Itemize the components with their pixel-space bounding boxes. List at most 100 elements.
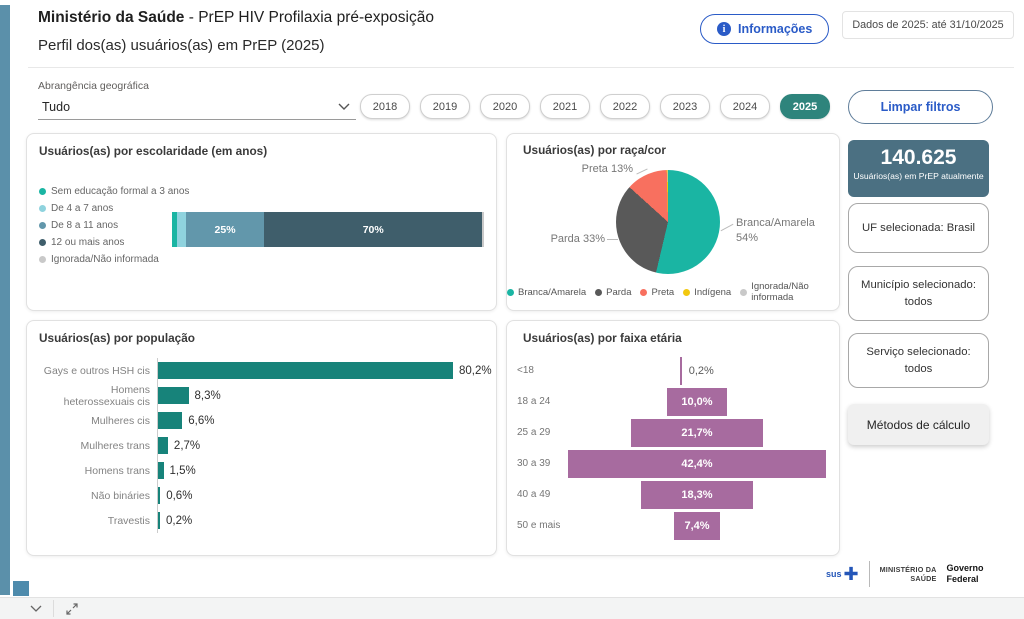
logo-divider (868, 561, 870, 587)
raca-cor-legend: Branca/Amarela Parda Preta Indígena Ignorada… (507, 281, 839, 303)
raca-cor-pie[interactable] (616, 170, 720, 274)
populacao-bar-track: 0,6% (157, 483, 490, 508)
faixa-etaria-value-label: 42,4% (681, 457, 713, 470)
faixa-etaria-bar[interactable]: 18,3% (641, 480, 753, 509)
raca-cor-legend-item[interactable]: Indígena (683, 286, 731, 298)
legend-label: Ignorada/Não informada (51, 254, 159, 265)
year-button-2023[interactable]: 2023 (660, 94, 710, 119)
escolaridade-legend-item[interactable]: Ignorada/Não informada (39, 251, 189, 268)
populacao-category-label: Homens trans (84, 464, 150, 477)
stack-segment-1[interactable] (176, 212, 187, 247)
metodos-de-calculo-button[interactable]: Métodos de cálculo (848, 404, 989, 445)
segment-value-label: 70% (362, 223, 384, 236)
expand-icon[interactable] (66, 603, 78, 615)
ministry-name: Ministério da Saúde (38, 9, 185, 26)
legend-dot (640, 288, 648, 296)
stack-segment-4[interactable] (482, 212, 484, 247)
page-indicator-chip (13, 581, 29, 596)
faixa-etaria-bar[interactable]: 42,4% (568, 449, 826, 478)
escolaridade-legend-item[interactable]: De 8 a 11 anos (39, 217, 189, 234)
populacao-bar-track: 0,2% (157, 508, 490, 533)
limpar-filtros-button[interactable]: Limpar filtros (848, 90, 993, 124)
populacao-bar[interactable] (158, 462, 164, 479)
pie-callout-branca-line2: 54% (736, 231, 759, 244)
year-button-2025[interactable]: 2025 (780, 94, 830, 119)
populacao-bar[interactable] (158, 412, 183, 429)
bottom-bar (0, 597, 1024, 619)
legend-dot (39, 256, 46, 263)
escolaridade-legend-item[interactable]: De 4 a 7 anos (39, 200, 189, 217)
raca-cor-legend-item[interactable]: Ignorada/Não informada (740, 281, 839, 303)
page-title: Ministério da Saúde - PrEP HIV Profilaxi… (38, 9, 434, 27)
populacao-row: Homens heterossexuais cis 8,3% (39, 383, 490, 408)
faixa-etaria-bar[interactable]: 21,7% (630, 418, 764, 447)
populacao-bar[interactable] (158, 512, 160, 529)
year-button-2021[interactable]: 2021 (540, 94, 590, 119)
year-button-2019[interactable]: 2019 (420, 94, 470, 119)
legend-label: De 4 a 7 anos (51, 203, 114, 214)
escolaridade-title: Usuários(as) por escolaridade (em anos) (39, 144, 268, 158)
legend-label: Sem educação formal a 3 anos (51, 186, 190, 197)
legend-label: Ignorada/Não informada (751, 281, 809, 303)
populacao-bar-track: 8,3% (157, 383, 490, 408)
populacao-category-label: Gays e outros HSH cis (43, 364, 150, 377)
escolaridade-legend-item[interactable]: Sem educação formal a 3 anos (39, 183, 189, 200)
populacao-value-label: 6,6% (188, 414, 215, 427)
geo-filter-dropdown[interactable]: Tudo (38, 95, 356, 120)
informacoes-button[interactable]: i Informações (700, 14, 830, 44)
year-button-2018[interactable]: 2018 (360, 94, 410, 119)
kpi-card: 140.625 Usuários(as) em PrEP atualmente (848, 140, 989, 197)
callout-leader-line (720, 223, 734, 232)
faixa-etaria-bar[interactable]: 7,4% (674, 511, 720, 540)
populacao-card: Usuários(as) por população Gays e outros… (26, 320, 497, 556)
pie-callout-branca-line1: Branca/Amarela (736, 217, 815, 229)
legend-dot (595, 288, 603, 296)
raca-cor-legend-item[interactable]: Parda (595, 286, 631, 298)
raca-cor-legend-item[interactable]: Branca/Amarela (507, 286, 586, 298)
populacao-bar[interactable] (158, 437, 168, 454)
populacao-category-label: Não bináries (91, 489, 150, 502)
footer-logos: sus ✚ MINISTÉRIO DA SAÚDE Governo Federa… (826, 558, 984, 590)
faixa-etaria-bar[interactable]: 10,0% (666, 387, 728, 416)
year-button-2020[interactable]: 2020 (480, 94, 530, 119)
populacao-value-label: 2,7% (173, 439, 201, 452)
faixa-etaria-row: 25 a 29 21,7% (517, 417, 833, 448)
populacao-value-label: 1,5% (169, 464, 196, 477)
populacao-bar[interactable] (158, 487, 161, 504)
sus-logo-text: sus (826, 569, 842, 579)
populacao-bar[interactable] (158, 362, 453, 379)
populacao-bar-track: 80,2% (157, 358, 492, 383)
populacao-category-label: Homens heterossexuais cis (63, 383, 150, 408)
legend-dot (507, 288, 514, 296)
faixa-etaria-row: <18 0,2% (517, 355, 833, 386)
legend-label: Preta (651, 286, 675, 298)
report-name: - PrEP HIV Profilaxia pré-exposição (184, 9, 434, 26)
legend-dot (683, 288, 691, 296)
populacao-title: Usuários(as) por população (39, 331, 196, 345)
faixa-etaria-value-label: 0,2% (688, 364, 714, 377)
informacoes-label: Informações (738, 22, 813, 36)
year-button-2024[interactable]: 2024 (720, 94, 770, 119)
collapse-chevron-icon[interactable] (30, 605, 42, 613)
pie-callout-preta: Preta 13% (581, 163, 633, 175)
faixa-etaria-bar[interactable] (680, 356, 682, 385)
faixa-etaria-bar-track: 42,4% (561, 448, 833, 479)
faixa-etaria-category-label: 40 a 49 (517, 489, 551, 500)
escolaridade-legend-item[interactable]: 12 ou mais anos (39, 234, 189, 251)
segment-value-label: 25% (214, 223, 236, 236)
faixa-etaria-bar-track: 10,0% (561, 386, 833, 417)
legend-dot (39, 239, 46, 246)
faixa-etaria-value-label: 21,7% (681, 426, 713, 439)
populacao-bar[interactable] (158, 387, 189, 404)
stack-segment-3[interactable]: 70% (264, 212, 483, 247)
page-subtitle: Perfil dos(as) usuários(as) em PrEP (202… (38, 37, 325, 54)
pie-callout-parda: Parda 33% (550, 233, 605, 245)
faixa-etaria-category-label: 50 e mais (517, 520, 561, 531)
raca-cor-legend-item[interactable]: Preta (640, 286, 674, 298)
legend-dot (39, 205, 46, 212)
stack-segment-2[interactable]: 25% (186, 212, 265, 247)
governo-logo-line2: Federal (946, 574, 979, 584)
year-button-2022[interactable]: 2022 (600, 94, 650, 119)
stack-segment-0[interactable] (172, 212, 177, 247)
faixa-etaria-value-label: 7,4% (684, 519, 710, 532)
